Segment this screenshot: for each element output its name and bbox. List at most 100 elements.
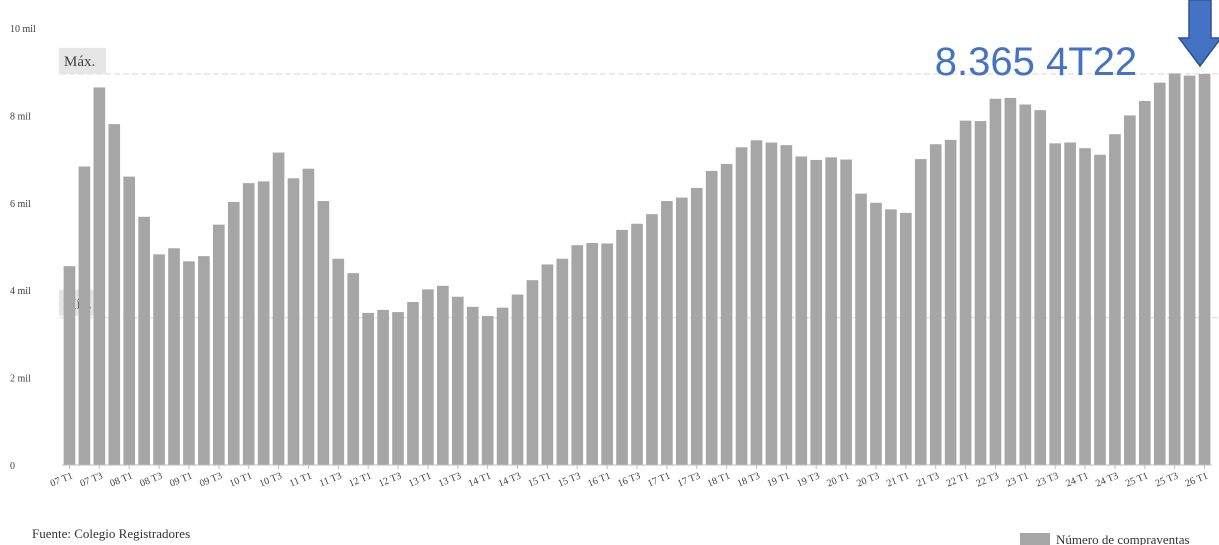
bar <box>765 142 778 466</box>
bar <box>1094 154 1106 466</box>
bar <box>481 315 494 465</box>
x-tick-label: 20 T3 <box>855 471 881 490</box>
bar <box>347 273 360 465</box>
bar <box>720 163 733 465</box>
x-tick-label: 25 T1 <box>1124 471 1150 490</box>
x-tick-label: 10 T1 <box>228 471 254 490</box>
max-label-box <box>59 47 106 74</box>
x-tick-label: 15 T1 <box>527 471 553 490</box>
bar <box>302 168 315 465</box>
x-tick-label: 24 T1 <box>1064 471 1090 490</box>
bar <box>78 166 91 465</box>
x-tick-label: 21 T3 <box>915 471 941 490</box>
y-tick-label: 2 mil <box>10 374 31 385</box>
bar <box>541 264 554 465</box>
x-tick-label: 14 T3 <box>497 471 523 490</box>
bar <box>795 156 808 466</box>
x-tick-label: 25 T3 <box>1154 471 1180 490</box>
x-tick-label: 16 T3 <box>616 471 642 490</box>
x-tick-label: 24 T3 <box>1094 471 1120 490</box>
down-arrow-icon <box>1177 0 1219 68</box>
x-tick-label: 22 T3 <box>975 471 1001 490</box>
x-tick-label: 17 T1 <box>646 471 672 490</box>
source-note: Fuente: Colegio Registradores <box>32 526 190 541</box>
bar <box>93 87 106 466</box>
x-tick-label: 07 T3 <box>79 471 105 490</box>
bar <box>929 144 942 466</box>
bar <box>227 201 240 465</box>
x-tick-label: 17 T3 <box>676 471 702 490</box>
bar <box>690 187 703 465</box>
bar <box>257 181 270 465</box>
bar <box>1109 134 1121 465</box>
bar <box>108 124 121 465</box>
bar <box>556 258 569 465</box>
bars <box>63 73 1211 466</box>
x-tick-label: 07 T1 <box>49 471 75 490</box>
bar <box>422 289 434 465</box>
bar <box>198 256 210 465</box>
bar <box>601 243 613 465</box>
x-tick-label: 19 T1 <box>766 471 792 490</box>
x-tick-label: 21 T1 <box>885 471 911 490</box>
x-tick-label: 08 T1 <box>108 471 134 490</box>
x-axis: 07 T1 07 T3 08 T1 08 T3 09 T1 09 T3 10 T1 10 T3… <box>49 464 1212 490</box>
bar <box>571 245 584 465</box>
y-tick-label: 8 mil <box>10 111 31 122</box>
x-tick-label: 16 T1 <box>586 471 612 490</box>
bar <box>646 214 658 465</box>
bar <box>586 243 599 465</box>
bar <box>332 258 345 465</box>
bar <box>153 254 165 465</box>
x-tick-label: 15 T3 <box>557 471 583 490</box>
bar <box>1079 148 1091 465</box>
bar <box>377 309 389 465</box>
bar <box>1049 143 1062 465</box>
bar <box>123 176 136 465</box>
arrow-shape <box>1177 0 1219 68</box>
bar <box>855 193 867 465</box>
x-tick-label: 08 T3 <box>138 471 164 490</box>
bar <box>914 159 927 465</box>
bar <box>526 280 539 465</box>
bar <box>1064 142 1076 466</box>
max-annotation: 8.365 4T22 <box>935 40 1137 84</box>
bar <box>705 170 718 465</box>
x-tick-label: 09 T3 <box>198 471 224 490</box>
bar <box>451 296 464 465</box>
x-tick-label: 14 T1 <box>467 471 493 490</box>
x-tick-label: 19 T3 <box>795 471 821 490</box>
y-tick-label: 0 <box>10 461 15 472</box>
x-tick-label: 20 T1 <box>825 471 851 490</box>
bar <box>496 307 509 465</box>
bar <box>780 145 793 465</box>
bar <box>212 224 225 465</box>
bar <box>1198 73 1211 465</box>
bar <box>287 178 300 465</box>
bar <box>63 266 76 465</box>
y-tick-label: 4 mil <box>10 286 31 297</box>
x-tick-label: 23 T1 <box>1005 471 1031 490</box>
bar <box>944 139 957 465</box>
bar <box>661 201 673 466</box>
x-tick-label: 13 T3 <box>437 471 463 490</box>
bar <box>272 152 285 466</box>
x-tick-label: 23 T3 <box>1034 471 1060 490</box>
x-tick-label: 11 T3 <box>318 471 344 490</box>
bar <box>959 120 972 465</box>
max-label: Máx. <box>64 54 95 70</box>
legend-swatch <box>1020 533 1050 545</box>
bar <box>974 121 987 465</box>
bar <box>168 248 180 465</box>
y-tick-label: 10 mil <box>10 24 36 35</box>
bar <box>989 98 1002 465</box>
bar <box>183 261 195 465</box>
x-tick-label: 26 T1 <box>1184 471 1210 490</box>
bar <box>631 223 643 465</box>
bar <box>885 209 897 465</box>
bar <box>750 140 763 465</box>
bar <box>840 159 852 466</box>
bar <box>466 306 479 465</box>
x-tick-label: 10 T3 <box>258 471 284 490</box>
